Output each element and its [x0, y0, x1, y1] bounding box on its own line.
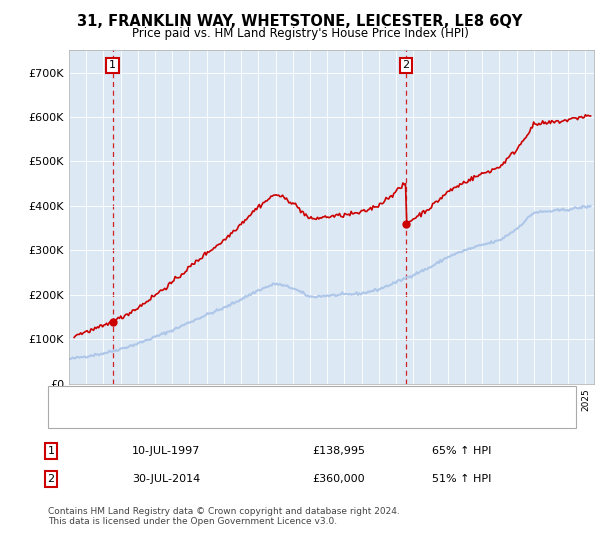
Text: 10-JUL-1997: 10-JUL-1997 — [132, 446, 200, 456]
Text: 51% ↑ HPI: 51% ↑ HPI — [432, 474, 491, 484]
Text: HPI: Average price, detached house, Blaby: HPI: Average price, detached house, Blab… — [96, 412, 318, 422]
Text: £138,995: £138,995 — [312, 446, 365, 456]
Text: 31, FRANKLIN WAY, WHETSTONE, LEICESTER, LE8 6QY: 31, FRANKLIN WAY, WHETSTONE, LEICESTER, … — [77, 14, 523, 29]
Text: Price paid vs. HM Land Registry's House Price Index (HPI): Price paid vs. HM Land Registry's House … — [131, 27, 469, 40]
Text: 2: 2 — [47, 474, 55, 484]
Text: 65% ↑ HPI: 65% ↑ HPI — [432, 446, 491, 456]
Text: 1: 1 — [109, 60, 116, 71]
Text: Contains HM Land Registry data © Crown copyright and database right 2024.
This d: Contains HM Land Registry data © Crown c… — [48, 507, 400, 526]
Text: £360,000: £360,000 — [312, 474, 365, 484]
Text: 1: 1 — [47, 446, 55, 456]
Text: 30-JUL-2014: 30-JUL-2014 — [132, 474, 200, 484]
Text: 2: 2 — [403, 60, 410, 71]
Text: 31, FRANKLIN WAY, WHETSTONE, LEICESTER, LE8 6QY (detached house): 31, FRANKLIN WAY, WHETSTONE, LEICESTER, … — [96, 393, 472, 403]
